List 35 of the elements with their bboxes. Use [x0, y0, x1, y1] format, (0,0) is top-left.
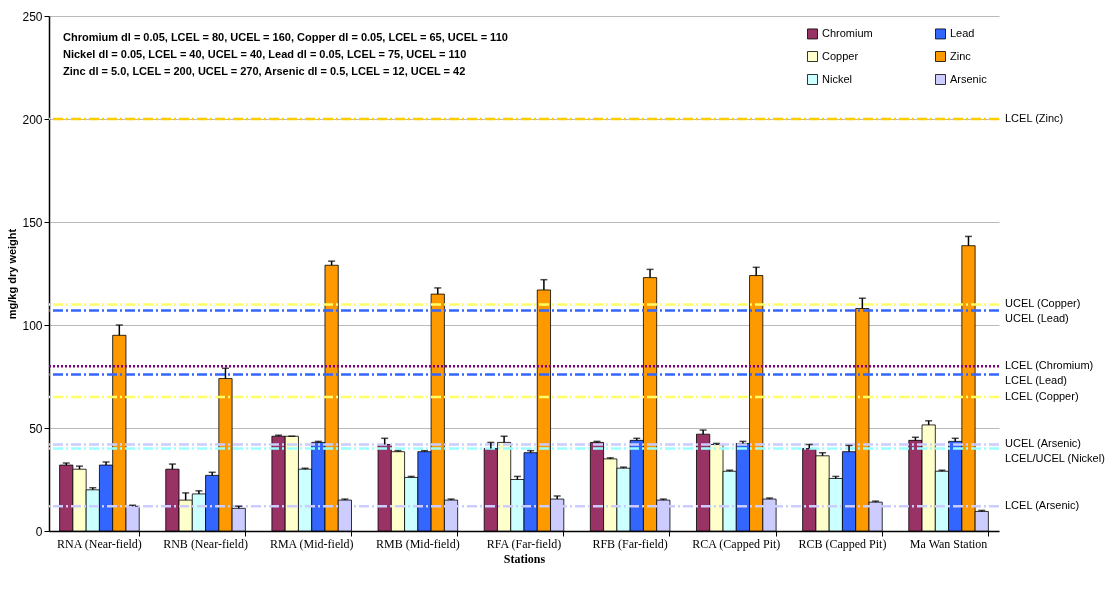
y-tick-label: 0: [35, 524, 43, 539]
legend-label: Chromium: [822, 26, 873, 39]
y-tick-label: 100: [22, 318, 43, 333]
legend-label: Zinc: [950, 49, 972, 62]
legend-label: Lead: [950, 26, 975, 39]
ref-line-label: UCEL (Arsenic): [1005, 437, 1081, 450]
legend-label: Arsenic: [950, 72, 988, 85]
legend-label: Nickel: [822, 72, 852, 85]
y-tick-label: 150: [22, 215, 43, 230]
x-tick-label: RFA (Far-field): [486, 536, 562, 551]
ref-line-label: LCEL (Zinc): [1005, 112, 1064, 124]
ref-line-label: LCEL/UCEL (Nickel): [1005, 452, 1105, 465]
ref-line-label: UCEL (Lead): [1005, 312, 1069, 325]
x-tick-label: RNA (Near-field): [57, 536, 142, 551]
annotation: Chromium dl = 0.05, LCEL = 80, UCEL = 160, Copper dl = 0.05, LCEL = 65, UCEL = 110: [63, 31, 508, 43]
x-tick-label: Ma Wan Station: [909, 536, 988, 551]
ref-line-label: LCEL (Chromium): [1005, 359, 1094, 372]
x-tick-label: RFB (Far-field): [592, 536, 668, 551]
y-tick-label: 250: [22, 9, 43, 24]
ref-line-label: LCEL (Arsenic): [1005, 499, 1080, 512]
x-tick-label: RMA (Mid-field): [269, 536, 354, 551]
ref-line-label: LCEL (Lead): [1005, 374, 1067, 387]
legend-label: Copper: [822, 49, 859, 62]
ref-line-label: UCEL (Copper): [1005, 297, 1081, 310]
y-axis-title: mg/kg dry weight: [6, 228, 19, 320]
annotation: Zinc dl = 5.0, LCEL = 200, UCEL = 270, Arsenic dl = 0.5, LCEL = 12, UCEL = 42: [63, 65, 466, 77]
x-tick-label: RCA (Capped Pit): [692, 536, 781, 551]
y-tick-label: 50: [29, 421, 43, 436]
x-tick-label: RMB (Mid-field): [376, 536, 460, 551]
x-tick-label: RCB (Capped Pit): [798, 536, 887, 551]
x-axis-title: Stations: [503, 551, 546, 566]
y-tick-label: 200: [22, 112, 43, 127]
x-tick-label: RNB (Near-field): [163, 536, 248, 551]
ref-line-label: LCEL (Copper): [1005, 390, 1079, 403]
annotation: Nickel dl = 0.05, LCEL = 40, UCEL = 40, Lead dl = 0.05, LCEL = 75, UCEL = 110: [63, 48, 467, 60]
